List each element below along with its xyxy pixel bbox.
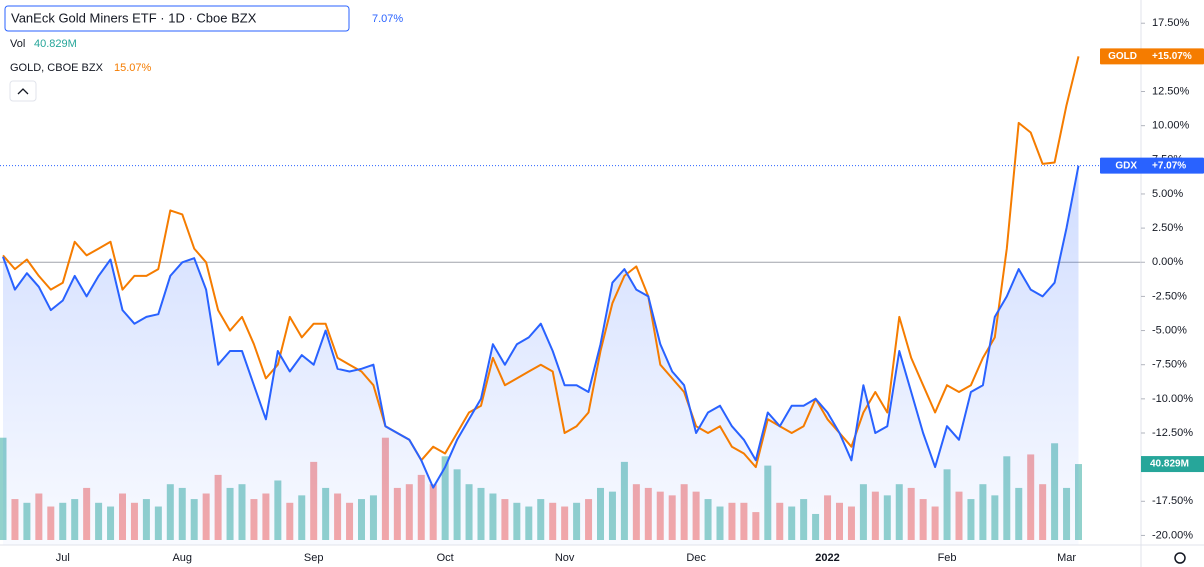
- volume-label: 40.829M: [1150, 459, 1189, 470]
- y-tick-label: 5.00%: [1152, 188, 1183, 200]
- y-tick-label: 2.50%: [1152, 222, 1183, 234]
- collapse-icon: [17, 88, 29, 95]
- series-line: [2, 56, 1080, 469]
- price-label: +15.07%: [1152, 51, 1192, 62]
- x-tick-label: 2022: [815, 552, 839, 564]
- series-line: [2, 165, 1080, 489]
- series-name: GOLD: [1108, 51, 1137, 62]
- title-box[interactable]: [4, 5, 350, 32]
- header: VanEck Gold Miners ETF · 1D · Cboe BZX 7…: [4, 5, 403, 102]
- y-tick-label: -7.50%: [1152, 359, 1187, 371]
- symbol-title: VanEck Gold Miners ETF · 1D · Cboe BZX: [11, 10, 257, 25]
- x-tick-label: Mar: [1057, 552, 1076, 564]
- x-tick-label: Jul: [56, 552, 70, 564]
- volume-label-box: [1141, 456, 1204, 473]
- y-tick-label: 12.50%: [1152, 85, 1190, 97]
- series-area: [3, 165, 1079, 545]
- price-label-box: [1100, 48, 1204, 65]
- symbol-change: 7.07%: [372, 13, 403, 25]
- y-tick-label: 17.50%: [1152, 17, 1190, 29]
- y-tick-label: -10.00%: [1152, 393, 1193, 405]
- x-tick-label: Dec: [686, 552, 706, 564]
- volume-label: Vol: [10, 38, 25, 50]
- y-tick-label: -20.00%: [1152, 529, 1193, 541]
- x-tick-label: Oct: [437, 552, 454, 564]
- y-tick-label: 10.00%: [1152, 120, 1190, 132]
- y-tick-label: 0.00%: [1152, 256, 1183, 268]
- settings-button[interactable]: [1174, 552, 1186, 564]
- x-tick-label: Nov: [555, 552, 575, 564]
- x-tick-label: Feb: [938, 552, 957, 564]
- compare-label: GOLD, CBOE BZX: [10, 62, 104, 74]
- price-label-box: [1100, 157, 1204, 174]
- plot-area: [0, 56, 1141, 545]
- series-name: GDX: [1115, 160, 1137, 171]
- y-tick-label: -5.00%: [1152, 324, 1187, 336]
- y-tick-label: -17.50%: [1152, 495, 1193, 507]
- x-tick-label: Sep: [304, 552, 324, 564]
- compare-change: 15.07%: [114, 62, 152, 74]
- price-label: +7.07%: [1152, 160, 1186, 171]
- y-tick-label: -2.50%: [1152, 290, 1187, 302]
- y-tick-label: -12.50%: [1152, 427, 1193, 439]
- settings-icon: [1174, 552, 1186, 564]
- x-tick-label: Aug: [172, 552, 192, 564]
- collapse-button[interactable]: [9, 80, 37, 102]
- volume-value: 40.829M: [34, 38, 77, 50]
- overlay: GDX +7.07% GOLD +15.07% 40.829M: [1100, 48, 1204, 473]
